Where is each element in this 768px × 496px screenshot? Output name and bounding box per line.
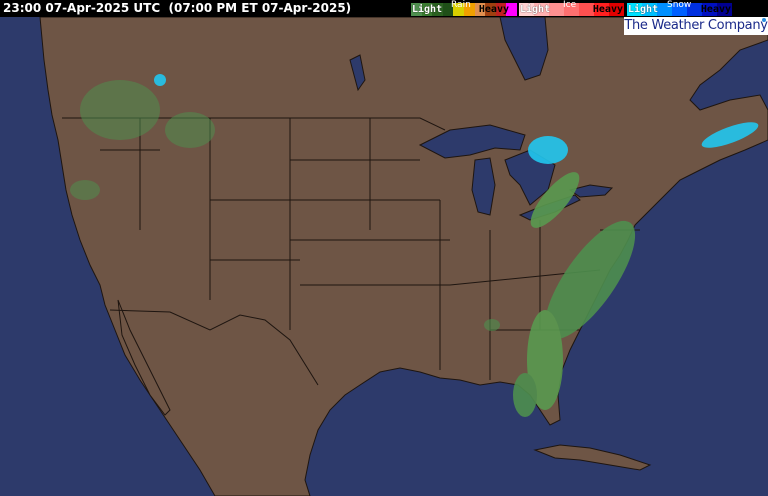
- baja-peninsula: [117, 299, 171, 416]
- rain-echo-florida: [513, 373, 537, 417]
- hudson-inlet: [499, 16, 549, 81]
- legend-rain-swatch: [485, 3, 496, 16]
- legend-rain-swatch: [506, 3, 517, 16]
- legend-rain: Rain Light Heavy: [411, 0, 517, 16]
- snow-echo-michigan: [528, 136, 568, 164]
- legend-rain-swatch: [442, 3, 454, 16]
- legend-snow-swatch: [657, 3, 672, 16]
- legend-snow-swatch: [627, 3, 642, 16]
- legend-ice-swatch: [564, 3, 579, 16]
- legend-rain-title: Rain: [451, 0, 471, 10]
- snow-echo-idaho: [154, 74, 166, 86]
- header-bar: 23:00 07-Apr-2025 UTC (07:00 PM ET 07-Ap…: [0, 0, 768, 17]
- rain-echo-ohio: [530, 172, 580, 228]
- legend-snow-swatch: [642, 3, 657, 16]
- legend-rain-swatch: [432, 3, 443, 16]
- logo-text: The Weather Company: [624, 18, 768, 33]
- rain-echo-east-coast: [544, 220, 636, 340]
- legend-snow-swatch: [717, 3, 732, 16]
- legend-rain-swatch: [495, 3, 507, 16]
- legend-ice-swatch: [549, 3, 564, 16]
- rain-echo-southeast: [527, 310, 563, 410]
- legend-ice-swatch: [609, 3, 624, 16]
- precipitation: [70, 74, 759, 417]
- rain-echo-northwest: [80, 80, 160, 140]
- rain-echo-nevada: [70, 180, 100, 200]
- legend-ice-light: Light: [520, 4, 551, 15]
- lake-winnipeg: [349, 54, 366, 92]
- rain-echo-mississippi: [484, 319, 500, 331]
- legend-snow-title: Snow: [667, 0, 692, 10]
- the-weather-company-logo: The Weather Company: [624, 17, 768, 35]
- great-lakes: [349, 16, 614, 221]
- legend-rain-swatch: [474, 3, 486, 16]
- lake-michigan: [471, 157, 496, 216]
- legend-rain-heavy: Heavy: [478, 4, 509, 15]
- us-mexico-border: [109, 309, 319, 386]
- legend-ice-swatch: [534, 3, 549, 16]
- legend-snow-heavy: Heavy: [700, 4, 731, 15]
- legend-ice-swatch: [594, 3, 609, 16]
- legend-rain-swatch: [453, 3, 464, 16]
- legend-ice-title: Ice: [563, 0, 577, 10]
- lake-superior: [418, 124, 526, 159]
- legend-rain-swatch: [463, 3, 475, 16]
- snow-echo-maine: [701, 122, 759, 148]
- legend-snow-swatch: [672, 3, 687, 16]
- north-america-landmass: [39, 16, 768, 496]
- legend-ice-heavy: Heavy: [592, 4, 623, 15]
- lake-ontario: [568, 184, 614, 198]
- legend-rain-light: Light: [412, 4, 443, 15]
- legend-ice: Ice Light Heavy: [519, 0, 624, 16]
- legend-rain-swatch: [421, 3, 433, 16]
- legend-snow-light: Light: [628, 4, 659, 15]
- legend-snow: Snow Light Heavy: [627, 0, 732, 16]
- legend-ice-swatch: [579, 3, 594, 16]
- rain-echo-montana: [165, 112, 215, 148]
- legend-snow-swatch: [702, 3, 717, 16]
- valid-time: 23:00 07-Apr-2025 UTC (07:00 PM ET 07-Ap…: [3, 1, 352, 15]
- cuba: [533, 444, 652, 471]
- legend-rain-swatch: [411, 3, 422, 16]
- legend-snow-swatch: [687, 3, 702, 16]
- land: [39, 16, 768, 496]
- legend-ice-swatch: [519, 3, 534, 16]
- logo-dot-icon: [762, 18, 766, 22]
